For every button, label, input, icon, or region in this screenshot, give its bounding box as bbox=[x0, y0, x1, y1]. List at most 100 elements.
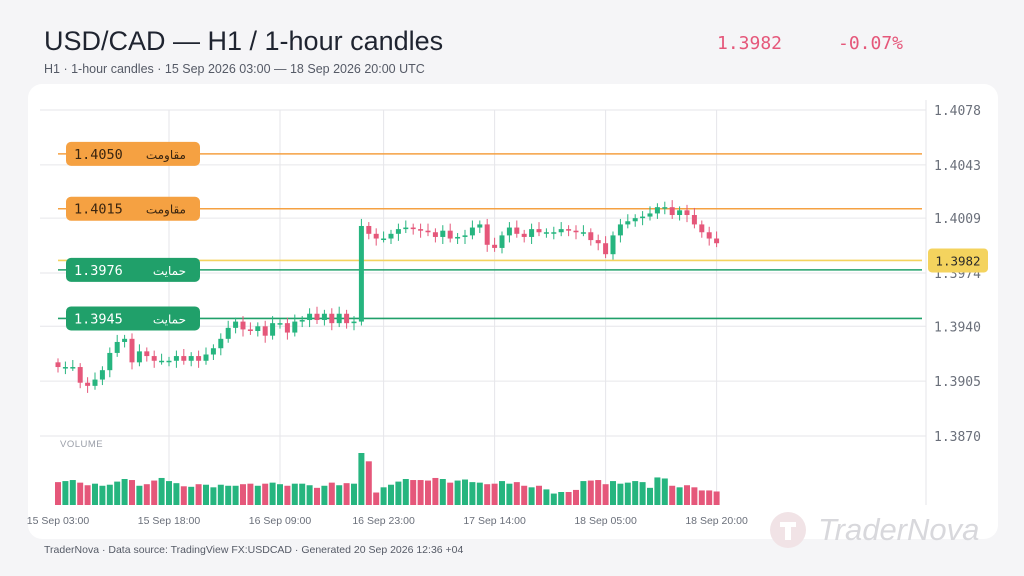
level-value-label: 1.4015 bbox=[74, 202, 123, 218]
candle-body bbox=[262, 326, 268, 336]
candle-body bbox=[144, 351, 150, 357]
volume-bar bbox=[402, 479, 409, 505]
candle-body bbox=[321, 313, 327, 321]
candle-body bbox=[136, 351, 142, 363]
volume-bar bbox=[321, 485, 328, 505]
logo-icon bbox=[770, 512, 806, 548]
candle-body bbox=[647, 213, 653, 217]
volume-bar bbox=[432, 477, 439, 505]
candle-body bbox=[314, 313, 320, 321]
candle-body bbox=[462, 235, 468, 237]
volume-bar bbox=[240, 484, 246, 505]
candle-body bbox=[284, 323, 290, 333]
candle-body bbox=[669, 207, 675, 216]
support-tag: 1.3976 حمایت bbox=[66, 257, 200, 282]
candle-body bbox=[270, 323, 276, 336]
volume-bar bbox=[425, 480, 431, 505]
volume-bar bbox=[580, 481, 587, 505]
candle-body bbox=[381, 238, 387, 241]
candle-body bbox=[684, 210, 690, 216]
volume-bar bbox=[343, 483, 350, 505]
volume-bar bbox=[388, 484, 394, 505]
volume-bar bbox=[647, 487, 653, 505]
footer-note: TraderNova · Data source: TradingView FX… bbox=[44, 544, 464, 556]
volume-bar bbox=[129, 480, 135, 505]
volume-bar bbox=[454, 480, 461, 505]
candle-body bbox=[536, 229, 542, 233]
last-price: 1.3982 bbox=[717, 33, 783, 54]
volume-bar bbox=[69, 480, 76, 505]
volume-bar bbox=[314, 487, 320, 505]
volume-bar bbox=[410, 480, 417, 505]
candle-body bbox=[247, 329, 253, 331]
candle-body bbox=[336, 313, 342, 324]
volume-bar bbox=[373, 492, 380, 505]
level-tag-label: مقاومت bbox=[146, 203, 186, 218]
volume-bar bbox=[291, 483, 298, 505]
candle-body bbox=[580, 232, 586, 234]
support-tag: 1.3945 حمایت bbox=[66, 306, 200, 331]
candle-body bbox=[373, 233, 379, 239]
volume-bar bbox=[225, 485, 232, 505]
volume-bar bbox=[232, 485, 239, 505]
candle-body bbox=[196, 356, 202, 361]
volume-bar bbox=[624, 482, 631, 505]
volume-bar bbox=[654, 477, 661, 505]
volume-bar bbox=[595, 480, 602, 505]
volume-bar bbox=[513, 482, 520, 505]
volume-bar bbox=[158, 477, 165, 505]
candle-body bbox=[218, 338, 224, 349]
volume-bar bbox=[395, 481, 402, 505]
volume-bar bbox=[106, 484, 113, 505]
candle-body bbox=[455, 236, 461, 239]
level-value-label: 1.3945 bbox=[74, 311, 123, 327]
volume-bar bbox=[143, 484, 150, 505]
candle-body bbox=[521, 233, 527, 237]
volume-bar bbox=[121, 479, 128, 505]
watermark-text: TraderNova bbox=[818, 512, 980, 547]
candle-body bbox=[492, 244, 498, 248]
volume-bar bbox=[254, 485, 261, 505]
x-tick-label: 15 Sep 18:00 bbox=[138, 515, 201, 527]
resistance-tag: 1.4050 مقاومت bbox=[66, 141, 200, 166]
volume-label: VOLUME bbox=[60, 439, 103, 450]
volume-bar bbox=[77, 482, 84, 505]
candle-body bbox=[662, 207, 668, 209]
candle-body bbox=[344, 313, 350, 324]
candle-body bbox=[366, 225, 372, 234]
candle-body bbox=[714, 238, 720, 244]
volume-bar bbox=[565, 492, 572, 505]
volume-bar bbox=[92, 483, 98, 505]
volume-bar bbox=[439, 479, 446, 505]
candle-body bbox=[677, 210, 683, 216]
header: USD/CAD — H1 / 1-hour candles H1 · 1-hou… bbox=[0, 0, 1024, 84]
candle-body bbox=[699, 224, 705, 233]
candle-body bbox=[632, 218, 638, 222]
page-title: USD/CAD — H1 / 1-hour candles bbox=[44, 26, 444, 56]
level-value-label: 1.3976 bbox=[74, 263, 123, 279]
volume-bar bbox=[284, 485, 291, 505]
volume-bar bbox=[188, 486, 195, 505]
candle-body bbox=[625, 221, 631, 225]
candle-body bbox=[210, 348, 216, 355]
volume-bar bbox=[698, 490, 705, 505]
candle-body bbox=[706, 232, 712, 239]
volume-bar bbox=[299, 483, 306, 505]
candle-body bbox=[691, 215, 697, 225]
volume-bar bbox=[543, 489, 550, 505]
price-change: -0.07% bbox=[838, 33, 904, 54]
candle-body bbox=[114, 341, 120, 353]
volume-bar bbox=[602, 484, 609, 505]
volume-bar bbox=[336, 485, 343, 505]
candle-body bbox=[506, 227, 512, 236]
candle-body bbox=[551, 232, 557, 234]
volume-bar bbox=[447, 482, 454, 505]
volume-bar bbox=[217, 484, 224, 505]
volume-bar bbox=[684, 485, 690, 505]
candle-body bbox=[277, 323, 283, 325]
candle-body bbox=[166, 360, 172, 363]
volume-bar bbox=[491, 483, 498, 505]
volume-bar bbox=[528, 487, 535, 505]
y-tick-label: 1.4078 bbox=[934, 104, 981, 119]
volume-bar bbox=[632, 481, 639, 505]
